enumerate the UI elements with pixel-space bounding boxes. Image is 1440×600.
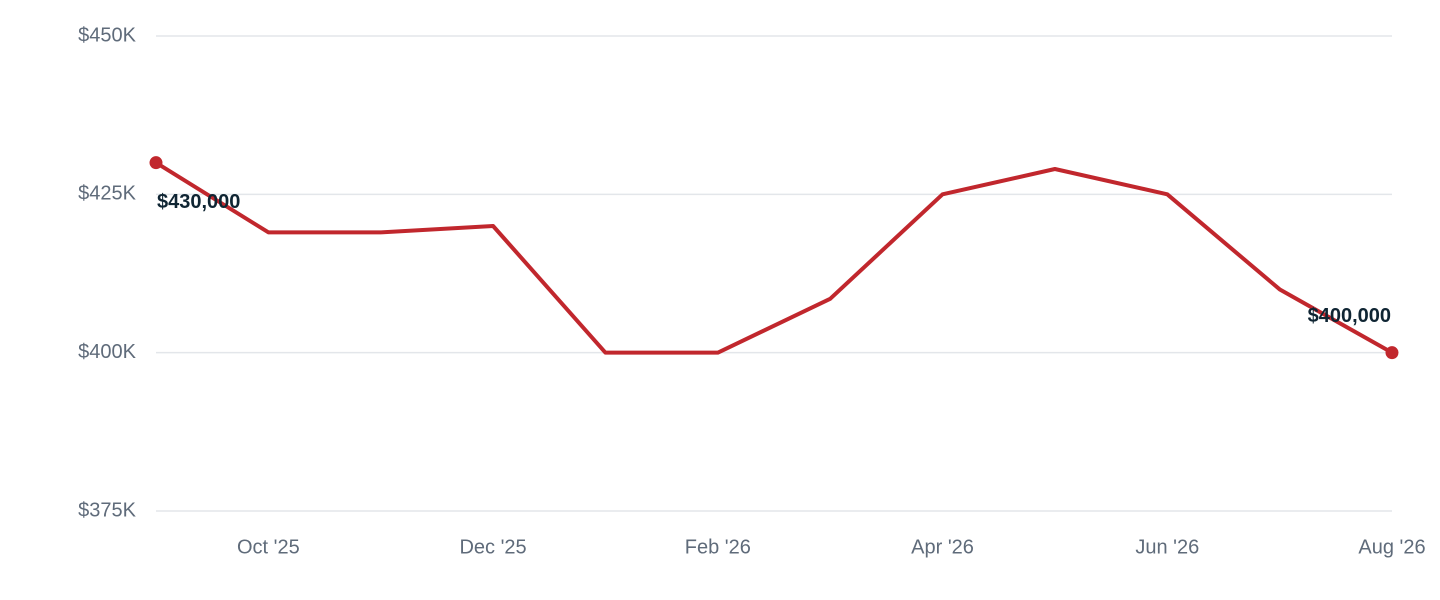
x-tick-label: Jun '26 (1135, 536, 1199, 558)
x-tick-label: Dec '25 (459, 536, 526, 558)
x-tick-label: Oct '25 (237, 536, 300, 558)
y-tick-label: $375K (78, 499, 136, 521)
x-tick-label: Apr '26 (911, 536, 974, 558)
line (154, 160, 1393, 355)
y-tick-label: $400K (78, 341, 136, 363)
data-label: $400,000 (1308, 305, 1391, 327)
y-tick-label: $450K (78, 24, 136, 46)
x-tick-label: Aug '26 (1358, 536, 1425, 558)
data-label: $430,000 (157, 191, 240, 213)
point-marker (1385, 346, 1399, 360)
x-tick-label: Feb '26 (685, 536, 751, 558)
point-marker (149, 156, 163, 170)
y-tick-label: $425K (78, 183, 136, 205)
